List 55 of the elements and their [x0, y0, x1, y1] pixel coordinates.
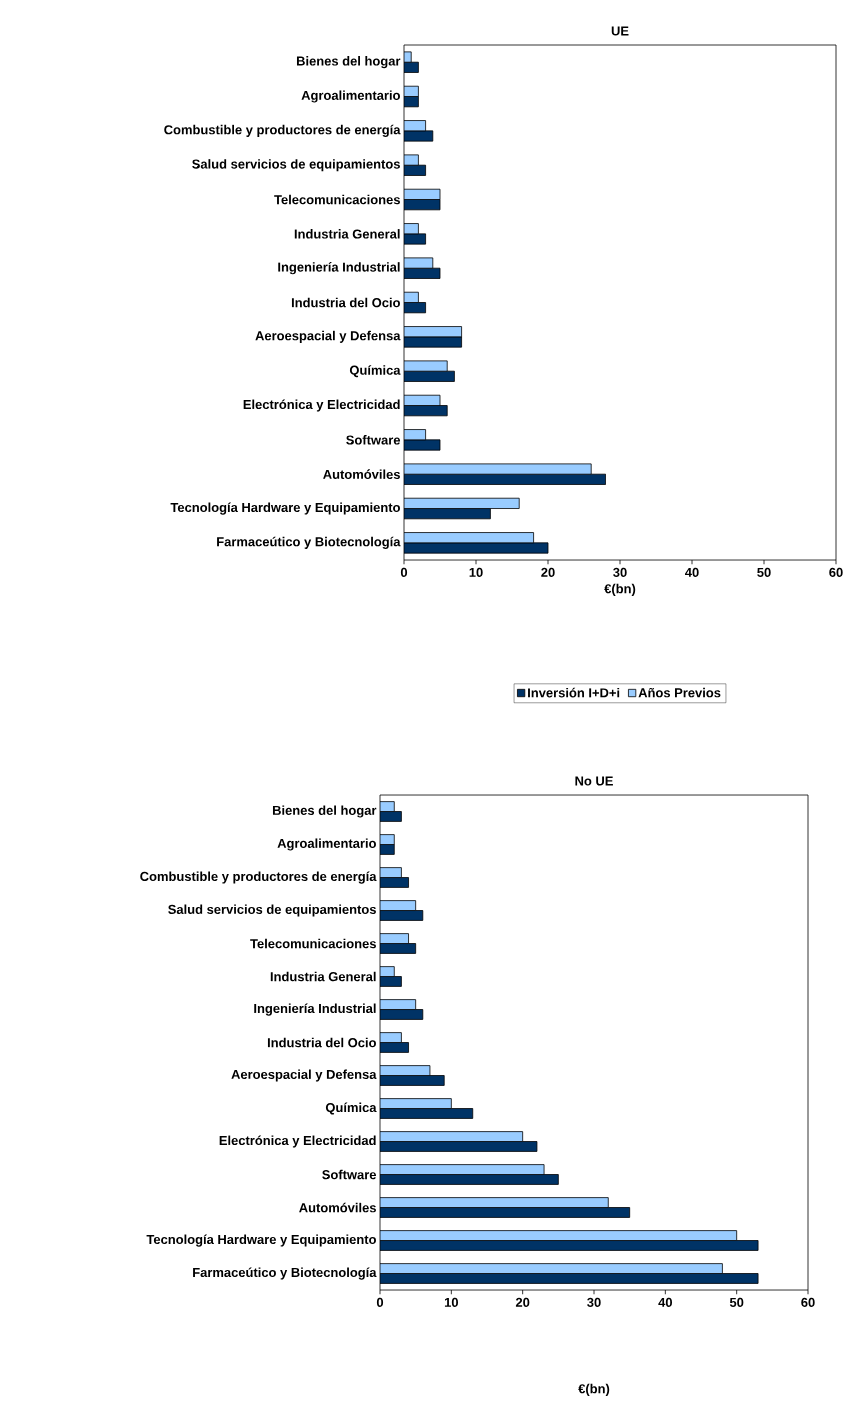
y-tick-label: Química — [349, 365, 401, 378]
y-tick-label: Farmaceútico y Biotecnología — [217, 536, 401, 549]
bar — [380, 1197, 609, 1208]
y-tick-label: Salud servicios de equipamientos — [168, 904, 376, 917]
chart-title: UE — [611, 26, 629, 36]
x-tick-label: 40 — [658, 1297, 673, 1307]
y-tick-label: Electrónica y Electricidad — [219, 1135, 376, 1148]
x-tick-label: 10 — [469, 567, 483, 577]
y-tick-label: Industria General — [270, 971, 376, 982]
y-tick-label: Bienes del hogar — [296, 56, 401, 69]
x-tick-label: 60 — [801, 1297, 815, 1307]
x-axis-title: €(bn) — [578, 1383, 610, 1396]
x-tick-label: 0 — [376, 1297, 384, 1307]
y-tick-label: Industria del Ocio — [291, 297, 400, 308]
y-tick-label: Software — [346, 435, 401, 445]
y-tick-label: Software — [322, 1169, 377, 1180]
x-tick-label: 60 — [829, 567, 843, 577]
y-tick-label: Bienes del hogar — [272, 805, 377, 818]
legend-label: Inversión I+D+i — [528, 687, 620, 698]
x-tick-label: 30 — [613, 567, 627, 577]
y-tick-label: Industria General — [294, 229, 400, 239]
x-tick-label: 20 — [541, 567, 555, 577]
y-tick-label: Aeroespacial y Defensa — [255, 330, 401, 343]
y-tick-label: Telecomunicaciones — [274, 194, 400, 205]
bar — [380, 1164, 545, 1175]
y-tick-label: Ingeniería Industrial — [254, 1003, 376, 1016]
y-tick-label: Salud servicios de equipamientos — [192, 159, 400, 172]
bar — [380, 1263, 723, 1274]
y-tick-label: Farmaceútico y Biotecnología — [193, 1267, 377, 1280]
y-tick-label: Industria del Ocio — [267, 1037, 376, 1048]
y-tick-label: Combustible y productores de energía — [164, 124, 401, 137]
y-tick-label: Electrónica y Electricidad — [243, 399, 400, 412]
y-tick-label: Aeroespacial y Defensa — [231, 1069, 377, 1082]
y-tick-label: Agroalimentario — [277, 838, 376, 851]
y-tick-label: Tecnología Hardware y Equipamiento — [170, 502, 400, 515]
y-tick-label: Ingeniería Industrial — [278, 262, 400, 275]
y-tick-label: Telecomunicaciones — [250, 938, 376, 949]
y-tick-label: Automóviles — [299, 1202, 376, 1213]
bar — [380, 1131, 524, 1142]
legend-label: Años Previos — [638, 687, 721, 698]
x-tick-label: 50 — [729, 1297, 744, 1307]
chart-title: No UE — [575, 776, 613, 786]
y-tick-label: Agroalimentario — [301, 90, 400, 103]
y-tick-label: Química — [325, 1102, 377, 1115]
x-tick-label: 20 — [515, 1297, 530, 1307]
x-tick-label: 40 — [685, 567, 699, 577]
bar — [380, 1230, 738, 1241]
y-tick-label: Combustible y productores de energía — [140, 871, 377, 884]
y-tick-label: Automóviles — [323, 469, 400, 479]
x-tick-label: 10 — [444, 1297, 459, 1307]
x-axis-title: €(bn) — [604, 583, 636, 596]
x-tick-label: 0 — [400, 567, 408, 577]
x-tick-label: 50 — [757, 567, 771, 577]
y-tick-label: Tecnología Hardware y Equipamiento — [146, 1234, 376, 1247]
x-tick-label: 30 — [587, 1297, 601, 1307]
